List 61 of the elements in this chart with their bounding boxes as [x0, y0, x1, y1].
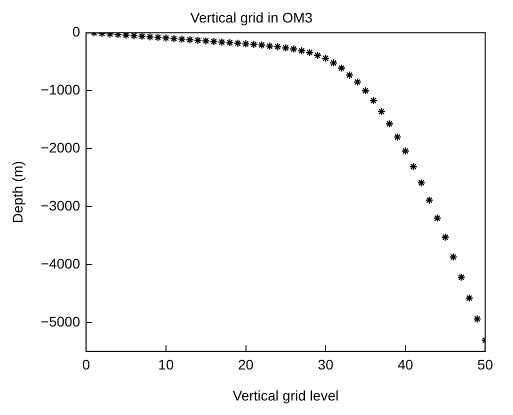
- point: [361, 86, 370, 95]
- point: [298, 46, 306, 55]
- point: [337, 64, 346, 72]
- point: [306, 48, 314, 57]
- x-tick-label: 30: [318, 356, 334, 373]
- y-tick-label: −1000: [40, 82, 80, 98]
- point: [329, 58, 338, 68]
- point: [425, 196, 434, 204]
- point: [433, 214, 442, 222]
- point: [226, 38, 234, 47]
- y-tick-label: −2000: [40, 140, 80, 156]
- x-tick-label: 20: [238, 356, 254, 373]
- y-tick-label: −5000: [40, 313, 80, 330]
- point: [441, 233, 450, 242]
- point: [122, 32, 130, 40]
- point: [377, 107, 386, 116]
- point: [178, 35, 186, 44]
- point: [457, 273, 466, 282]
- point: [417, 178, 426, 187]
- x-tick-label: 40: [398, 356, 414, 373]
- y-tick-label: 0: [72, 24, 80, 40]
- point: [250, 40, 258, 48]
- point: [146, 32, 154, 41]
- point: [369, 96, 378, 105]
- point: [401, 146, 410, 156]
- point: [138, 32, 146, 40]
- y-tick-label: −4000: [40, 255, 80, 272]
- point: [290, 44, 298, 54]
- x-tick-label: 50: [477, 356, 494, 373]
- point: [194, 36, 202, 44]
- point: [186, 36, 194, 44]
- point: [393, 132, 402, 142]
- point: [234, 39, 242, 48]
- point: [218, 38, 226, 46]
- y-tick-label: −3000: [40, 197, 80, 214]
- point: [321, 54, 330, 62]
- x-axis-title: Vertical grid level: [232, 387, 339, 404]
- point: [162, 34, 170, 42]
- point: [473, 314, 482, 324]
- x-tick-label: 10: [158, 356, 174, 373]
- point: [242, 40, 250, 48]
- point: [274, 42, 282, 51]
- y-axis-title: Depth (m): [9, 160, 26, 224]
- point: [282, 44, 290, 52]
- point: [258, 40, 266, 50]
- point: [202, 36, 210, 46]
- point: [449, 252, 458, 262]
- point: [210, 37, 218, 46]
- point: [385, 120, 394, 128]
- point: [313, 51, 322, 60]
- point: [465, 294, 474, 302]
- point: [353, 78, 362, 86]
- point: [154, 33, 162, 42]
- point: [114, 32, 122, 39]
- point: [130, 32, 138, 40]
- x-tick-label: 0: [82, 356, 90, 373]
- chart-title: Vertical grid in OM3: [190, 9, 313, 26]
- point: [170, 34, 178, 43]
- point: [266, 42, 274, 50]
- point: [345, 70, 354, 80]
- point: [409, 162, 418, 171]
